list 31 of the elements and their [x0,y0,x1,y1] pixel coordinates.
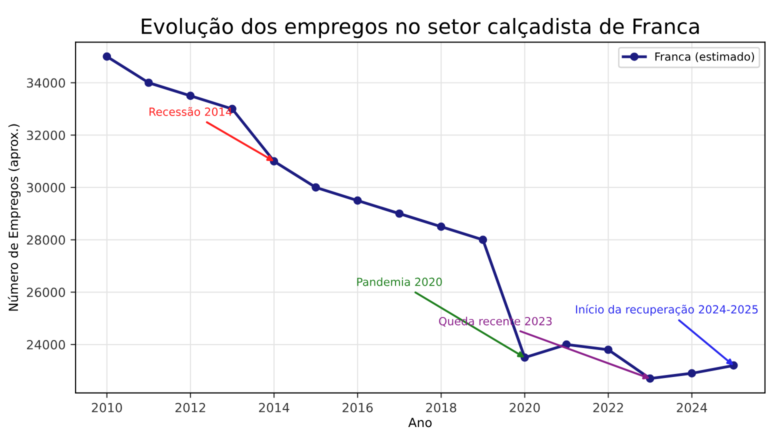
y-tick-label: 28000 [26,235,66,245]
y-tick-label: 32000 [27,130,66,140]
x-tick-label: 2014 [259,402,290,412]
x-tick-label: 2018 [426,402,456,412]
point [312,183,320,192]
y-axis-title: Número de Empregos (aprox.) [8,124,21,311]
x-tick-label: 2024 [676,402,708,412]
x-axis-title: Ano [408,418,432,428]
y-tick-label: 30000 [27,182,66,192]
annotation: Início da recuperação 2024-2025 [576,304,758,316]
x-tick-label: 2022 [593,402,623,412]
x-tick-label: 2012 [175,402,206,412]
point [353,196,362,205]
legend-label: Franca (estimado) [655,52,754,62]
point [186,92,195,100]
point [436,222,446,231]
y-tick-label: 24000 [26,340,66,350]
point [604,346,612,354]
y-tick-label: 26000 [26,288,66,298]
chart-title: Evolução dos empregos no setor calçadista de Franca [142,18,699,38]
point [688,369,696,378]
x-tick-label: 2010 [92,402,122,412]
point [102,52,112,61]
y-tick-label: 34000 [27,78,66,88]
annotation: Pandemia 2020 [357,277,442,286]
x-tick-label: 2020 [510,402,540,412]
annotation: Recessão 2014 [150,107,232,116]
x-tick-label: 2016 [342,402,373,412]
point [144,78,153,87]
point [395,209,404,218]
point [478,236,488,244]
